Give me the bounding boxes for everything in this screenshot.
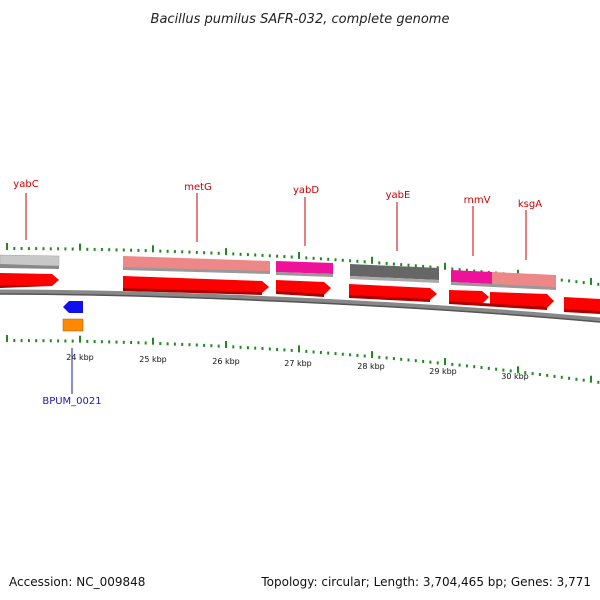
- gene-feature-metG-shade: [123, 267, 270, 274]
- kbp-label-28: 28 kbp: [357, 362, 385, 371]
- gene-feature-yabE-shade: [350, 276, 439, 283]
- genome-backbone: [0, 289, 600, 323]
- topology-text: Topology: circular; Length: 3,704,465 bp…: [260, 575, 591, 589]
- cds-arrow-6[interactable]: [490, 292, 554, 308]
- cds-arrow-1[interactable]: [0, 273, 59, 286]
- gene-label-yabE[interactable]: yabE: [386, 190, 411, 201]
- cds-arrow-1-shade: [0, 285, 52, 288]
- cds-arrow-2-shade: [123, 288, 262, 295]
- map-title: Bacillus pumilus SAFR-032, complete geno…: [151, 12, 450, 27]
- gene-feature-yabD-shade: [276, 272, 333, 277]
- gene-label-ksgA[interactable]: ksgA: [518, 199, 542, 210]
- kbp-label-29: 29 kbp: [429, 367, 457, 376]
- kbp-label-30: 30 kbp: [501, 372, 529, 381]
- gene-label-metG[interactable]: metG: [184, 182, 212, 193]
- cds-arrow-5[interactable]: [449, 290, 489, 304]
- kbp-label-24: 24 kbp: [66, 353, 94, 362]
- gene-feature-yabE[interactable]: [350, 264, 439, 280]
- cds-arrow-2[interactable]: [123, 276, 269, 293]
- kbp-scale: 24 kbp 25 kbp 26 kbp 27 kbp 28 kbp 29 kb…: [66, 353, 529, 381]
- cds-arrow-7[interactable]: [564, 297, 600, 312]
- gene-feature-rnmV-ksgA-shade: [451, 282, 556, 290]
- gene-label-BPUM_0021[interactable]: BPUM_0021: [42, 396, 101, 407]
- kbp-label-27: 27 kbp: [284, 359, 312, 368]
- gene-feature-orange[interactable]: [62, 318, 84, 332]
- lower-tick-row: [6, 335, 600, 384]
- gene-feature-yabC-shade: [0, 264, 59, 269]
- gene-feature-yabD[interactable]: [276, 261, 333, 274]
- lower-gene-track: [0, 273, 600, 314]
- gene-label-yabC[interactable]: yabC: [13, 179, 38, 190]
- gene-label-yabD[interactable]: yabD: [293, 185, 319, 196]
- cds-arrow-3[interactable]: [276, 280, 331, 295]
- cds-arrow-7-shade: [564, 309, 600, 314]
- upper-gene-track: [0, 254, 556, 290]
- gene-feature-blue[interactable]: [63, 301, 83, 313]
- cds-arrow-4-shade: [349, 295, 430, 302]
- cds-arrow-5-6-shade: [449, 301, 547, 310]
- gene-feature-ksgA[interactable]: [492, 272, 556, 288]
- gene-feature-rnmV[interactable]: [451, 270, 492, 284]
- genome-backbone-shadow: [0, 293, 600, 323]
- accession-text: Accession: NC_009848: [9, 575, 145, 589]
- kbp-label-26: 26 kbp: [212, 357, 240, 366]
- gene-label-rnmV[interactable]: rnmV: [464, 195, 491, 206]
- gene-labels: yabC metG yabD yabE rnmV ksgA: [13, 179, 542, 260]
- cds-arrow-3-shade: [276, 291, 324, 297]
- kbp-label-25: 25 kbp: [139, 355, 167, 364]
- cds-arrow-4[interactable]: [349, 284, 437, 300]
